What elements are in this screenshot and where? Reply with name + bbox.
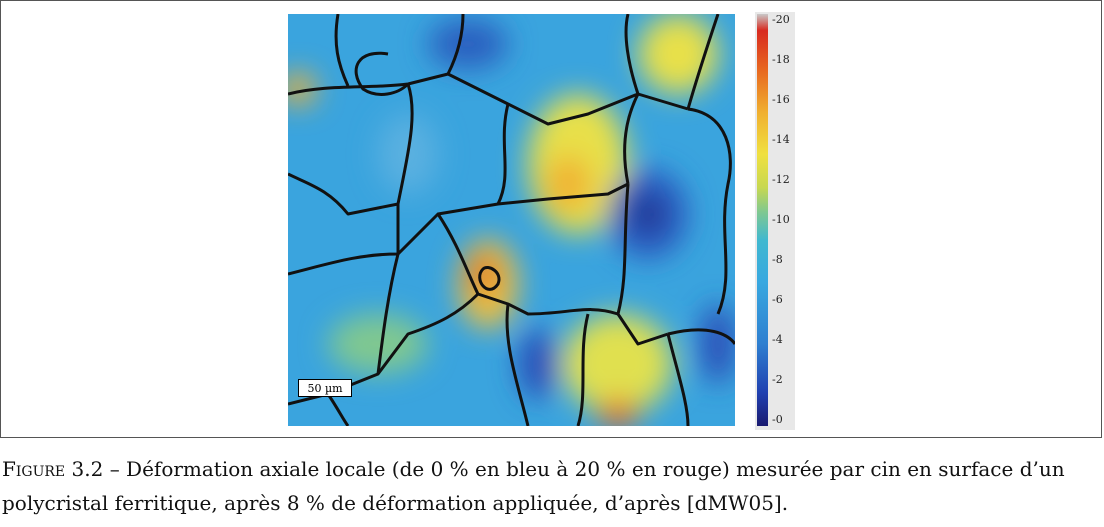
colorbar-label: 6 [772, 294, 790, 306]
scale-bar: 50 µm [298, 379, 352, 397]
colorbar-label: 16 [772, 94, 790, 106]
colorbar-labels: 20181614121086420 [772, 14, 790, 426]
colorbar-label: 8 [772, 254, 790, 266]
colorbar-label: 18 [772, 54, 790, 66]
colorbar-label: 4 [772, 334, 790, 346]
caption-label: Figure 3.2 [2, 457, 104, 481]
colorbar-label: 14 [772, 134, 790, 146]
colorbar-label: 2 [772, 374, 790, 386]
colorbar-label: 0 [772, 414, 790, 426]
colorbar-label: 12 [772, 174, 790, 186]
figure-frame [0, 0, 1102, 438]
colorbar-label: 10 [772, 214, 790, 226]
colorbar-label: 20 [772, 14, 790, 26]
colorbar [757, 14, 768, 426]
caption: Figure 3.2 – Déformation axiale locale (… [2, 452, 1104, 520]
caption-text: – Déformation axiale locale (de 0 % en b… [2, 457, 1065, 515]
strain-map [288, 14, 735, 426]
